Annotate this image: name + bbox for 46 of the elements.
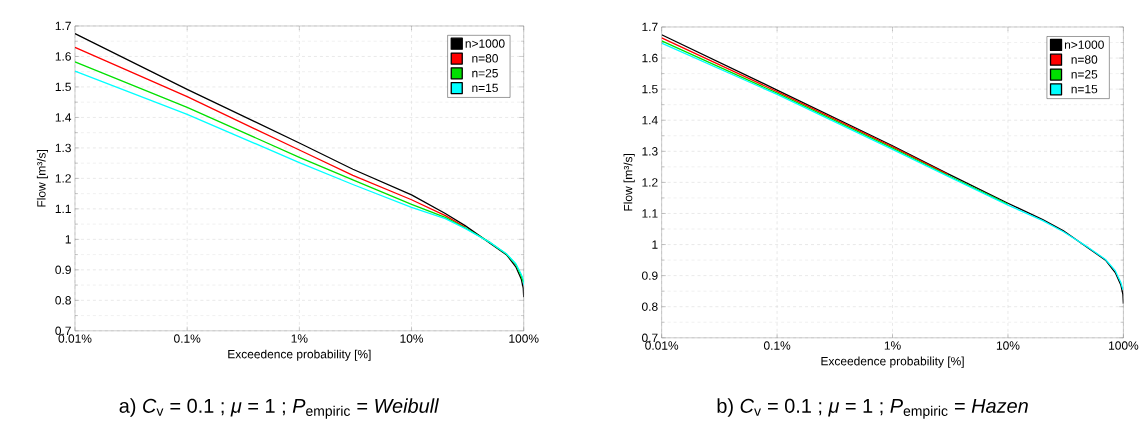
y-tick-label: 0.9 xyxy=(55,265,71,275)
y-axis-title: Flow [m³/s] xyxy=(623,154,635,211)
y-tick-label: 1.4 xyxy=(55,113,72,122)
y-tick-label: 1 xyxy=(652,240,658,249)
x-tick-label: 1% xyxy=(884,341,901,350)
x-tick-label: 0.1% xyxy=(174,334,201,343)
x-axis-title: Exceedence probability [%] xyxy=(821,356,964,368)
x-tick-label: 10% xyxy=(400,334,424,343)
legend-label: n=80 xyxy=(1071,55,1098,64)
y-tick-label: 0.9 xyxy=(641,271,658,280)
y-tick-label: 1.4 xyxy=(642,116,658,125)
y-tick-label: 1.3 xyxy=(642,147,658,156)
x-tick-label: 100% xyxy=(509,334,539,343)
y-tick-label: 1.2 xyxy=(642,178,658,187)
legend-label: n>1000 xyxy=(465,39,505,48)
x-axis-title: Exceedence probability [%] xyxy=(228,349,371,361)
x-tick-label: 10% xyxy=(996,341,1020,350)
y-tick-label: 1.6 xyxy=(55,52,71,61)
y-tick-label: 0.8 xyxy=(55,296,71,305)
y-axis-title: Flow [m³/s] xyxy=(36,150,49,207)
y-tick-label: 1.5 xyxy=(642,85,658,94)
y-tick-label: 1.1 xyxy=(642,209,658,218)
legend-label: n=15 xyxy=(472,83,498,93)
x-tick-label: 1% xyxy=(291,334,308,343)
x-tick-label: 0.01% xyxy=(645,341,679,350)
x-tick-label: 100% xyxy=(1109,341,1139,350)
legend-label: n=80 xyxy=(472,54,498,63)
y-tick-label: 1.7 xyxy=(55,21,71,31)
y-tick-label: 1 xyxy=(65,235,71,244)
text: b) C$_{v}$ = 0.1 ; μ = 1 ; P$_{empiric}$ = Hazen xyxy=(717,398,1028,419)
text: a) C$_{v}$ = 0.1 ; μ = 1 ; P$_{empiric}$ = Weibull xyxy=(119,398,439,419)
legend-label: n>1000 xyxy=(1064,40,1104,50)
legend-label: n=25 xyxy=(472,69,498,78)
y-tick-label: 1.2 xyxy=(55,174,71,183)
y-tick-label: 0.8 xyxy=(641,302,658,312)
x-tick-label: 0.1% xyxy=(763,341,791,350)
y-tick-label: 1.3 xyxy=(55,143,71,153)
legend-label: n=15 xyxy=(1071,85,1098,94)
y-tick-label: 1.1 xyxy=(55,204,71,214)
y-tick-label: 0.7 xyxy=(55,326,71,336)
y-tick-label: 0.7 xyxy=(641,333,658,343)
y-tick-label: 1.5 xyxy=(55,82,71,92)
x-tick-label: 0.01% xyxy=(58,334,92,343)
y-tick-label: 1.7 xyxy=(642,22,658,32)
y-tick-label: 1.6 xyxy=(642,53,658,63)
legend-label: n=25 xyxy=(1071,70,1098,79)
